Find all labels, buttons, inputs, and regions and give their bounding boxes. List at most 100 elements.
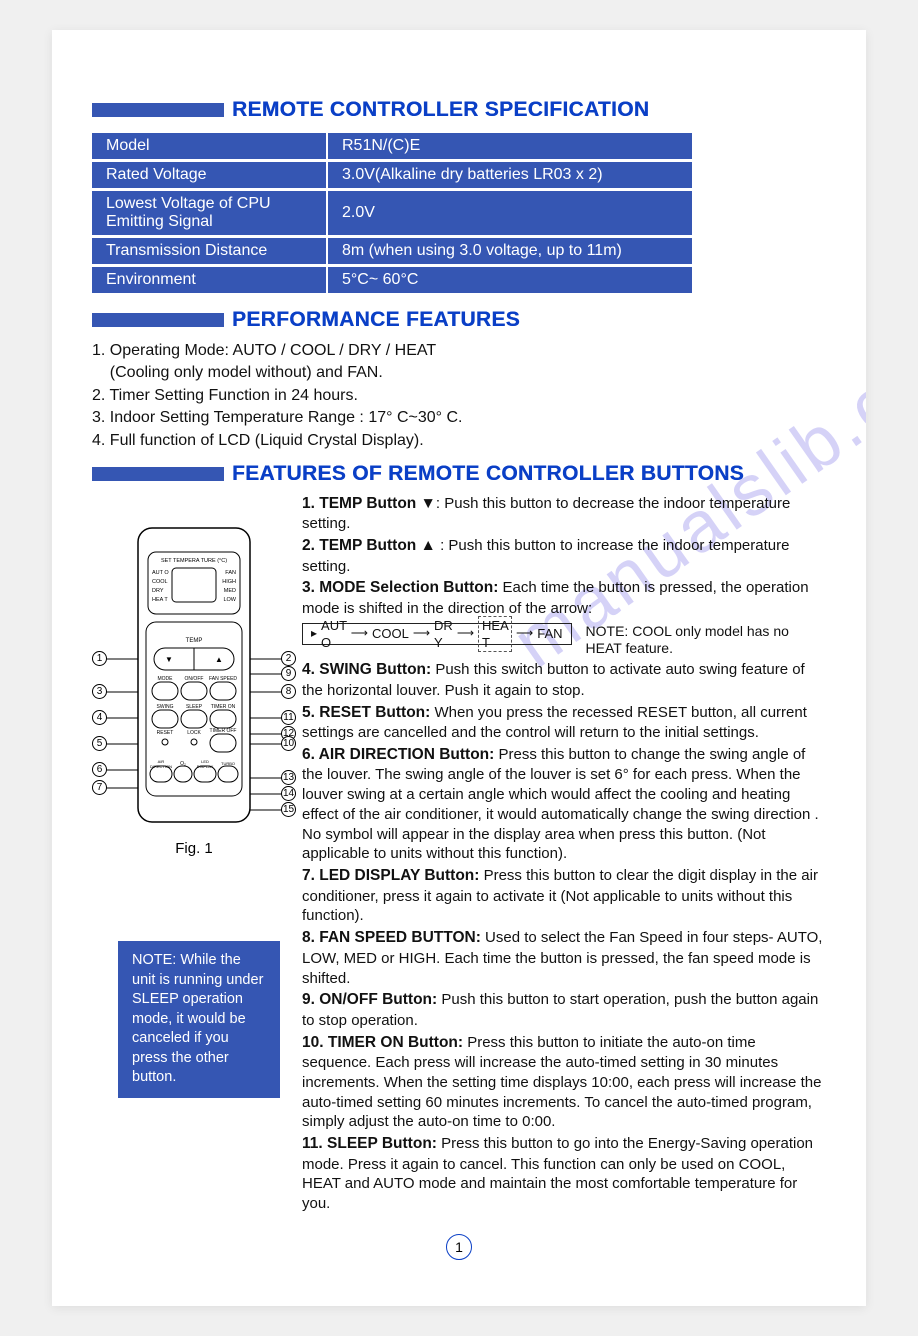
num: 4 <box>302 661 311 678</box>
list-item: 4. Full function of LCD (Liquid Crystal … <box>92 430 826 452</box>
num: 11 <box>302 1135 318 1152</box>
arrow-icon: ⟶ <box>457 626 474 642</box>
lbl: TEMP Button ▼ <box>319 495 436 512</box>
lcd-set-temp-label: SET TEMPERA TURE (°C) <box>161 558 227 564</box>
callout-11: 11 <box>281 710 296 725</box>
mode-item: DR Y <box>434 617 453 651</box>
mode-item: COOL <box>372 625 409 642</box>
svg-text:▲: ▲ <box>215 655 223 664</box>
heading-text: REMOTE CONTROLLER SPECIFICATION <box>232 98 649 122</box>
btn-desc-7: 7. LED DISPLAY Button: Press this button… <box>302 866 826 926</box>
txt: Press this button to change the swing an… <box>302 746 819 863</box>
sleep-note: NOTE: While the unit is running under SL… <box>118 941 280 1098</box>
spec-label: Model <box>92 133 326 159</box>
button-descriptions: 1. TEMP Button ▼: Push this button to de… <box>302 494 826 1216</box>
svg-text:COOL: COOL <box>152 579 168 585</box>
num: 6 <box>302 746 311 763</box>
num: 3 <box>302 579 311 596</box>
svg-text:SLEEP: SLEEP <box>186 704 203 710</box>
callout-6: 6 <box>92 762 107 777</box>
svg-text:RESET: RESET <box>157 730 174 736</box>
lbl: LED DISPLAY Button: <box>319 867 479 884</box>
svg-text:ON/OFF: ON/OFF <box>185 676 204 682</box>
svg-text:TEMP: TEMP <box>186 638 203 644</box>
lbl: TEMP Button ▲ <box>319 537 436 554</box>
list-item: 2. Timer Setting Function in 24 hours. <box>92 385 826 407</box>
section-heading-buttons: FEATURES OF REMOTE CONTROLLER BUTTONS <box>92 462 826 486</box>
lbl: TIMER ON Button: <box>328 1034 463 1051</box>
section-heading-perf: PERFORMANCE FEATURES <box>92 308 826 332</box>
list-item: (Cooling only model without) and FAN. <box>92 362 826 384</box>
heading-text: FEATURES OF REMOTE CONTROLLER BUTTONS <box>232 462 744 486</box>
arrow-icon: ⟶ <box>351 626 368 642</box>
spec-label: Environment <box>92 267 326 293</box>
svg-text:SWING: SWING <box>157 704 174 710</box>
lbl: ON/OFF Button: <box>319 991 437 1008</box>
remote-svg: SET TEMPERA TURE (°C) AUT O COOL DRY HEA… <box>92 522 296 832</box>
btn-desc-9: 9. ON/OFF Button: Push this button to st… <box>302 990 826 1030</box>
table-row: Environment 5°C~ 60°C <box>92 267 692 293</box>
lbl: SWING Button: <box>319 661 431 678</box>
num: 2 <box>302 537 311 554</box>
spec-label: Lowest Voltage of CPU Emitting Signal <box>92 191 326 235</box>
figure-caption: Fig. 1 <box>92 840 296 857</box>
lbl: AIR DIRECTION Button: <box>319 746 495 763</box>
callout-9: 9 <box>281 666 296 681</box>
spec-table: Model R51N/(C)E Rated Voltage 3.0V(Alkal… <box>92 130 692 296</box>
svg-text:DISPLAY: DISPLAY <box>197 764 214 769</box>
arrow-icon: ⟶ <box>516 626 533 642</box>
svg-text:TIMER ON: TIMER ON <box>211 704 236 710</box>
manual-page: manualslib.com REMOTE CONTROLLER SPECIFI… <box>52 30 866 1306</box>
arrow-icon: ▸ <box>311 626 317 642</box>
svg-text:TURBO: TURBO <box>221 761 235 766</box>
num: 8 <box>302 929 311 946</box>
callout-1: 1 <box>92 651 107 666</box>
svg-text:MED: MED <box>224 588 236 594</box>
table-row: Rated Voltage 3.0V(Alkaline dry batterie… <box>92 162 692 188</box>
btn-desc-1: 1. TEMP Button ▼: Push this button to de… <box>302 494 826 534</box>
mode-sequence: ▸ AUT O ⟶ COOL ⟶ DR Y ⟶ HEA T ⟶ FAN <box>302 623 572 645</box>
callout-13: 13 <box>281 770 296 785</box>
num: 5 <box>302 704 311 721</box>
spec-label: Transmission Distance <box>92 238 326 264</box>
spec-value: 2.0V <box>326 191 692 235</box>
mode-item: AUT O <box>321 617 347 651</box>
callout-10: 10 <box>281 736 296 751</box>
heading-bar <box>92 313 224 327</box>
btn-desc-3: 3. MODE Selection Button: Each time the … <box>302 578 826 618</box>
lbl: FAN SPEED BUTTON: <box>319 929 481 946</box>
svg-text:DIRECTION: DIRECTION <box>150 764 172 769</box>
btn-desc-5: 5. RESET Button: When you press the rece… <box>302 703 826 743</box>
callout-14: 14 <box>281 786 296 801</box>
num: 1 <box>302 495 311 512</box>
heading-bar <box>92 103 224 117</box>
svg-text:O₂: O₂ <box>180 761 186 767</box>
svg-text:MODE: MODE <box>158 676 174 682</box>
svg-text:HEA T: HEA T <box>152 597 168 603</box>
svg-text:LOW: LOW <box>223 597 236 603</box>
list-item: 1. Operating Mode: AUTO / COOL / DRY / H… <box>92 340 826 362</box>
svg-text:FAN: FAN <box>225 570 236 576</box>
callout-7: 7 <box>92 780 107 795</box>
spec-label: Rated Voltage <box>92 162 326 188</box>
svg-text:LOCK: LOCK <box>187 730 201 736</box>
callout-3: 3 <box>92 684 107 699</box>
mode-note: NOTE: COOL only model has no HEAT featur… <box>586 623 826 657</box>
btn-desc-4: 4. SWING Button: Push this switch button… <box>302 660 826 700</box>
btn-desc-10: 10. TIMER ON Button: Press this button t… <box>302 1033 826 1133</box>
page-number: 1 <box>446 1234 472 1260</box>
svg-text:AUT O: AUT O <box>152 570 169 576</box>
btn-desc-2: 2. TEMP Button ▲ : Push this button to i… <box>302 536 826 576</box>
spec-value: 5°C~ 60°C <box>326 267 692 293</box>
arrow-icon: ⟶ <box>413 626 430 642</box>
mode-item: FAN <box>537 625 562 642</box>
heading-bar <box>92 467 224 481</box>
table-row: Model R51N/(C)E <box>92 133 692 159</box>
num: 10 <box>302 1034 319 1051</box>
section-heading-spec: REMOTE CONTROLLER SPECIFICATION <box>92 98 826 122</box>
callout-8: 8 <box>281 684 296 699</box>
callout-4: 4 <box>92 710 107 725</box>
table-row: Lowest Voltage of CPU Emitting Signal 2.… <box>92 191 692 235</box>
list-item: 3. Indoor Setting Temperature Range : 17… <box>92 407 826 429</box>
spec-value: 8m (when using 3.0 voltage, up to 11m) <box>326 238 692 264</box>
